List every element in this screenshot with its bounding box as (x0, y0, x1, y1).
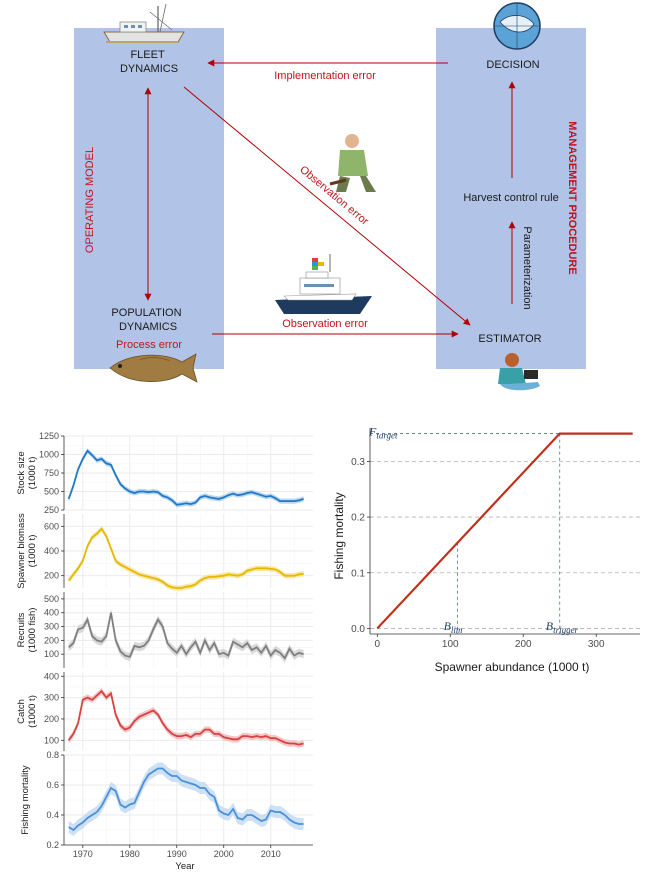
uncertainty-band (68, 448, 304, 508)
observation-diagonal-arrow (183, 86, 471, 326)
observation-error-horizontal-label: Observation error (282, 318, 368, 330)
hcr-x-tick-label: 100 (442, 639, 459, 650)
b-trigger-annotation: Btrigger (546, 619, 579, 635)
hcr-y-tick-label: 0.2 (351, 513, 365, 524)
hcr-x-tick-label: 0 (375, 639, 381, 650)
y-tick-label: 0.2 (46, 840, 59, 850)
y-tick-label: 500 (44, 594, 59, 604)
panel-y-label: Spawner biomass(1000 t) (16, 513, 38, 589)
y-tick-label: 500 (44, 487, 59, 497)
x-tick-label: 1980 (120, 849, 140, 859)
y-tick-label: 600 (44, 521, 59, 531)
x-tick-label: 1970 (73, 849, 93, 859)
population-dynamics-label: POPULATION DYNAMICS (111, 307, 184, 333)
panel-y-label: Stock size(1000 t) (16, 451, 38, 494)
y-tick-label: 400 (44, 546, 59, 556)
y-tick-label: 1250 (39, 431, 59, 441)
y-tick-label: 200 (44, 714, 59, 724)
series-line (68, 767, 304, 832)
panel-y-label: Catch(1000 t) (16, 695, 38, 728)
panel-2: 100 200 300 400 500 Recruits(1000 fish) (16, 592, 313, 668)
hcr-x-label: Spawner abundance (1000 t) (435, 660, 590, 674)
panel-3: 100 200 300 400 Catch(1000 t) (16, 671, 313, 751)
b-lim-annotation: Blim (444, 619, 463, 635)
hcr-rule-line (376, 432, 633, 630)
harvest-control-rule-label: Harvest control rule (463, 192, 558, 204)
hcr-x-tick-label: 200 (515, 639, 532, 650)
y-tick-label: 0.4 (46, 810, 59, 820)
y-tick-label: 200 (44, 571, 59, 581)
x-tick-label: 2000 (214, 849, 234, 859)
y-tick-label: 1000 (39, 450, 59, 460)
process-error-label: Process error (116, 339, 182, 351)
f-target-annotation: Ftarget (368, 425, 398, 441)
panel-4: 0.2 0.4 0.6 0.8 Fishing mortality (20, 750, 313, 850)
hcr-plot-area: 0.0 0.1 0.2 0.3 0 100 200 300 Ftarget Blim Btrigge… (351, 425, 640, 650)
estimator-label: ESTIMATOR (478, 333, 541, 345)
decision-label: DECISION (486, 59, 539, 71)
y-tick-label: 250 (44, 505, 59, 515)
y-tick-label: 100 (44, 735, 59, 745)
panel-background (64, 592, 313, 668)
hcr-y-tick-label: 0.3 (351, 457, 365, 468)
y-tick-label: 400 (44, 608, 59, 618)
harvest-control-rule-chart: 0.0 0.1 0.2 0.3 0 100 200 300 Ftarget Blim Btrigge… (332, 425, 640, 674)
y-tick-label: 100 (44, 649, 59, 659)
y-tick-label: 200 (44, 635, 59, 645)
y-tick-label: 0.6 (46, 780, 59, 790)
series-line (67, 449, 304, 506)
hcr-x-tick-label: 300 (588, 639, 605, 650)
analyst-laptop-icon (498, 353, 540, 391)
y-tick-label: 750 (44, 468, 59, 478)
cod-fish-icon (109, 353, 198, 383)
parameterization-label: Parameterization (521, 226, 533, 309)
observer-person-icon (329, 134, 376, 192)
y-tick-label: 300 (44, 622, 59, 632)
panel-y-label: Fishing mortality (20, 765, 31, 834)
y-tick-label: 300 (44, 693, 59, 703)
series-line (68, 612, 304, 660)
series-line (67, 527, 304, 589)
time-series-x-label: Year (175, 861, 194, 872)
time-series-x-axis: 1970 1980 1990 2000 2010 (64, 844, 313, 859)
y-tick-label: 400 (44, 671, 59, 681)
uncertainty-band (68, 608, 304, 663)
x-tick-label: 1990 (167, 849, 187, 859)
y-tick-label: 0.8 (46, 750, 59, 760)
panel-y-label: Recruits(1000 fish) (16, 608, 38, 653)
panel-1: 200 400 600 Spawner biomass(1000 t) (16, 513, 313, 591)
implementation-error-label: Implementation error (274, 70, 376, 82)
fishing-boat-icon (103, 3, 185, 43)
hcr-y-tick-label: 0.0 (351, 624, 365, 635)
series-line (67, 689, 304, 746)
hcr-y-label: Fishing mortality (332, 492, 346, 579)
research-vessel-icon (275, 254, 372, 314)
hcr-y-tick-label: 0.1 (351, 568, 365, 579)
operating-model-label: OPERATING MODEL (84, 147, 96, 253)
management-strategy-diagram: FLEET DYNAMICS POPULATION DYNAMICS Proce… (74, 2, 586, 391)
hcr-background (370, 428, 640, 634)
uncertainty-band (68, 526, 304, 591)
management-procedure-label: MANAGEMENT PROCEDURE (566, 121, 578, 274)
x-tick-label: 2010 (261, 849, 281, 859)
decision-globe-icon (493, 2, 541, 50)
fleet-dynamics-label: FLEET DYNAMICS (120, 49, 178, 75)
